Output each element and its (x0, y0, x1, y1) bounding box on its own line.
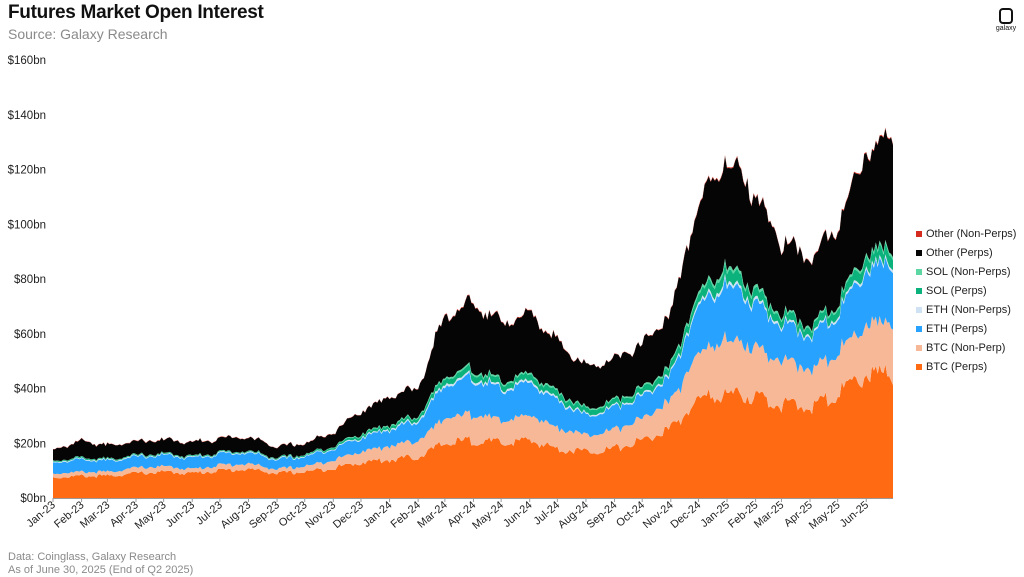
galaxy-logo-text: galaxy (995, 25, 1017, 32)
chart-subtitle: Source: Galaxy Research (8, 26, 168, 42)
x-tick-label: Aug-24 (556, 499, 591, 531)
legend-item: Other (Non-Perps) (916, 224, 1016, 243)
x-tick-label: Nov-23 (303, 499, 338, 531)
x-axis: Jan-23Feb-23Mar-23Apr-23May-23Jun-23Jul-… (24, 498, 893, 532)
legend-swatch (916, 344, 922, 351)
x-tick-label: Mar-24 (415, 499, 449, 531)
legend-item: SOL (Non-Perps) (916, 262, 1016, 281)
x-tick-label: Sep-23 (247, 499, 282, 531)
x-tick-label: Aug-23 (219, 499, 254, 531)
legend: Other (Non-Perps) Other (Perps) SOL (Non-P… (916, 224, 1016, 376)
x-tick-label: Jan-24 (361, 499, 394, 530)
y-tick-label: $60bn (14, 329, 46, 341)
y-tick-label: $40bn (14, 384, 46, 396)
y-tick-label: $80bn (14, 274, 46, 286)
legend-label: BTC (Non-Perp) (926, 341, 1006, 354)
legend-swatch (916, 287, 922, 294)
x-tick-label: Jun-23 (164, 499, 197, 530)
legend-swatch (916, 249, 922, 256)
x-tick-label: May-23 (133, 499, 169, 532)
legend-label: ETH (Non-Perps) (926, 303, 1011, 316)
x-tick-label: Dec-24 (668, 499, 703, 531)
legend-swatch (916, 306, 922, 313)
x-tick-label: May-24 (470, 499, 506, 532)
chart-title: Futures Market Open Interest (8, 2, 264, 23)
x-tick-label: Jan-25 (698, 499, 731, 530)
legend-label: Other (Perps) (926, 246, 993, 259)
legend-item: BTC (Perps) (916, 357, 1016, 376)
legend-swatch (916, 268, 922, 275)
x-tick-label: Sep-24 (585, 499, 620, 531)
galaxy-logo: galaxy (993, 8, 1019, 32)
galaxy-logo-icon (999, 8, 1013, 24)
y-tick-label: $120bn (8, 165, 46, 177)
x-tick-label: Jun-25 (838, 499, 871, 530)
legend-swatch (916, 325, 922, 332)
y-tick-label: $20bn (14, 438, 46, 450)
footer-as-of: As of June 30, 2025 (End of Q2 2025) (8, 564, 194, 576)
x-tick-label: Mar-25 (752, 499, 786, 531)
y-tick-label: $0bn (20, 493, 46, 505)
x-tick-label: Nov-24 (641, 499, 676, 531)
y-tick-label: $140bn (8, 110, 46, 122)
legend-item: Other (Perps) (916, 243, 1016, 262)
legend-item: BTC (Non-Perp) (916, 338, 1016, 357)
x-tick-label: Jun-24 (501, 499, 534, 530)
legend-item: ETH (Non-Perps) (916, 300, 1016, 319)
legend-label: Other (Non-Perps) (926, 227, 1017, 240)
x-tick-label: Mar-23 (78, 499, 112, 531)
x-tick-label: May-25 (807, 499, 843, 532)
y-axis: $0bn $20bn $40bn $60bn $80bn $100bn $120bn $140… (8, 55, 46, 505)
x-tick-label: Dec-23 (331, 499, 366, 531)
legend-item: SOL (Perps) (916, 281, 1016, 300)
footer-data-source: Data: Coinglass, Galaxy Research (8, 551, 177, 563)
legend-swatch (916, 230, 922, 237)
y-tick-label: $100bn (8, 219, 46, 231)
area-series-btc-perps (53, 364, 893, 498)
area-layers (53, 127, 893, 498)
y-tick-label: $160bn (8, 55, 46, 67)
legend-label: BTC (Perps) (926, 360, 988, 373)
legend-item: ETH (Perps) (916, 319, 1016, 338)
legend-label: SOL (Non-Perps) (926, 265, 1011, 278)
legend-label: ETH (Perps) (926, 322, 988, 335)
legend-swatch (916, 363, 922, 370)
legend-label: SOL (Perps) (926, 284, 987, 297)
footer-notes: Data: Coinglass, Galaxy Research As of J… (8, 551, 193, 577)
